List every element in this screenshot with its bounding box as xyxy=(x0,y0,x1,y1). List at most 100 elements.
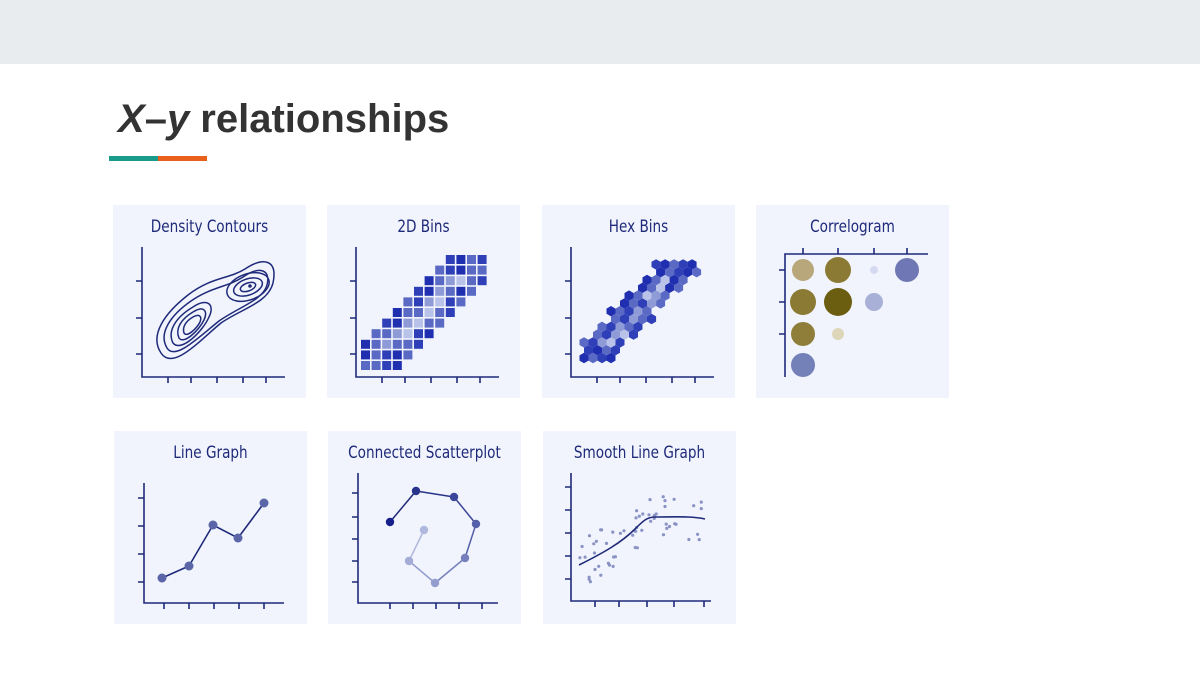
hex-cell xyxy=(683,267,693,278)
hex-cell xyxy=(624,306,634,317)
scatter-dot xyxy=(661,533,666,537)
scatter-dot xyxy=(699,500,703,504)
hex-cell xyxy=(665,267,675,278)
bin-cell xyxy=(382,361,392,370)
bin-cell xyxy=(361,350,370,360)
bin-cell xyxy=(435,265,445,275)
scatter-dot xyxy=(599,528,603,532)
hex-cell xyxy=(647,282,657,293)
density-contours-icon xyxy=(136,247,285,383)
tile-connected-scatterplot: Connected Scatterplot xyxy=(328,431,521,624)
axes xyxy=(565,473,711,607)
scatter-dot xyxy=(578,556,582,560)
hex-cell xyxy=(660,259,670,270)
hex-cell xyxy=(606,306,616,317)
hex-cell xyxy=(597,321,607,332)
hex-cell xyxy=(606,321,616,332)
scatter-dot xyxy=(696,532,700,536)
hex-cell xyxy=(687,259,697,270)
bin-cell xyxy=(435,276,445,286)
hex-cell xyxy=(669,259,679,270)
tile-line-graph: Line Graph xyxy=(114,431,307,624)
scatter-dot xyxy=(611,564,615,568)
bin-cell xyxy=(414,286,423,296)
bin-cell xyxy=(445,265,455,275)
correlogram-icon xyxy=(779,248,928,377)
scatter-dot xyxy=(592,551,597,555)
tile-2d-bins: 2D Bins xyxy=(327,205,520,398)
hex-cell xyxy=(642,274,652,286)
bin-cell xyxy=(477,255,487,264)
correlation-circles xyxy=(790,257,919,377)
hex-cell xyxy=(584,345,593,356)
bin-cell xyxy=(435,308,445,317)
bin-grid xyxy=(361,255,487,370)
hex-cell xyxy=(656,298,666,309)
bin-cell xyxy=(424,286,434,296)
bin-cell xyxy=(392,361,402,370)
bin-cell xyxy=(467,276,476,286)
scatter-dot xyxy=(663,499,667,503)
tile-label: Correlogram xyxy=(810,217,895,237)
bin-cell xyxy=(477,265,487,275)
hex-cell xyxy=(642,306,652,317)
scatter-dot xyxy=(665,526,669,530)
hex-cell xyxy=(615,337,625,348)
bin-cell xyxy=(467,265,476,275)
hex-cell xyxy=(633,306,643,317)
hex-cell xyxy=(665,282,675,293)
bin-cell xyxy=(382,339,392,349)
bin-cell xyxy=(371,329,381,339)
scatter-dot xyxy=(654,512,658,516)
hex-cell xyxy=(593,329,602,340)
bin-cell xyxy=(456,297,466,307)
tile-density-contours: Density Contours xyxy=(113,205,306,398)
scatter-dot xyxy=(611,530,615,534)
hex-cell xyxy=(620,313,629,325)
contour-peak xyxy=(248,284,252,288)
scatter-dot xyxy=(661,495,665,499)
bin-cell xyxy=(414,297,423,307)
scatter-dot xyxy=(672,497,676,501)
bin-cell xyxy=(392,318,402,328)
bin-cell xyxy=(467,286,476,296)
bin-cell xyxy=(445,276,455,286)
axes xyxy=(352,473,498,609)
scatter-dot xyxy=(631,533,635,537)
axes xyxy=(350,247,499,383)
bin-cell xyxy=(467,255,476,264)
bin-cell xyxy=(445,297,455,307)
path-segments xyxy=(389,490,477,584)
hex-cell xyxy=(674,267,684,278)
bin-cell xyxy=(414,329,423,339)
scatter-dot xyxy=(594,539,598,543)
scatter-dot xyxy=(612,555,616,559)
hex-cell xyxy=(647,298,657,309)
scatter-dot xyxy=(604,541,609,545)
hex-cell xyxy=(647,313,657,325)
bin-cell xyxy=(361,339,370,349)
bin-cell xyxy=(445,308,455,317)
hex-cell xyxy=(602,345,611,356)
scatter-dot xyxy=(648,498,652,502)
scatter-dots xyxy=(578,495,703,584)
bin-cell xyxy=(382,318,392,328)
axes xyxy=(779,248,928,377)
scatter-dot xyxy=(588,580,592,584)
hex-bins-icon xyxy=(565,247,714,383)
hex-cell xyxy=(638,313,647,325)
bin-cell xyxy=(414,318,423,328)
scatter-dot xyxy=(580,544,584,549)
contour-lines xyxy=(156,261,275,360)
scatter-dot xyxy=(606,561,610,565)
tile-label: Hex Bins xyxy=(608,217,669,237)
axes xyxy=(136,247,285,383)
hex-cell xyxy=(674,282,684,293)
bin-cell xyxy=(456,276,466,286)
tile-label: Line Graph xyxy=(173,443,248,463)
hex-cell xyxy=(678,274,688,286)
scatter-dot xyxy=(587,577,591,581)
bin-cell xyxy=(424,329,434,339)
hex-cell xyxy=(629,329,638,340)
line-graph-icon xyxy=(138,483,284,609)
